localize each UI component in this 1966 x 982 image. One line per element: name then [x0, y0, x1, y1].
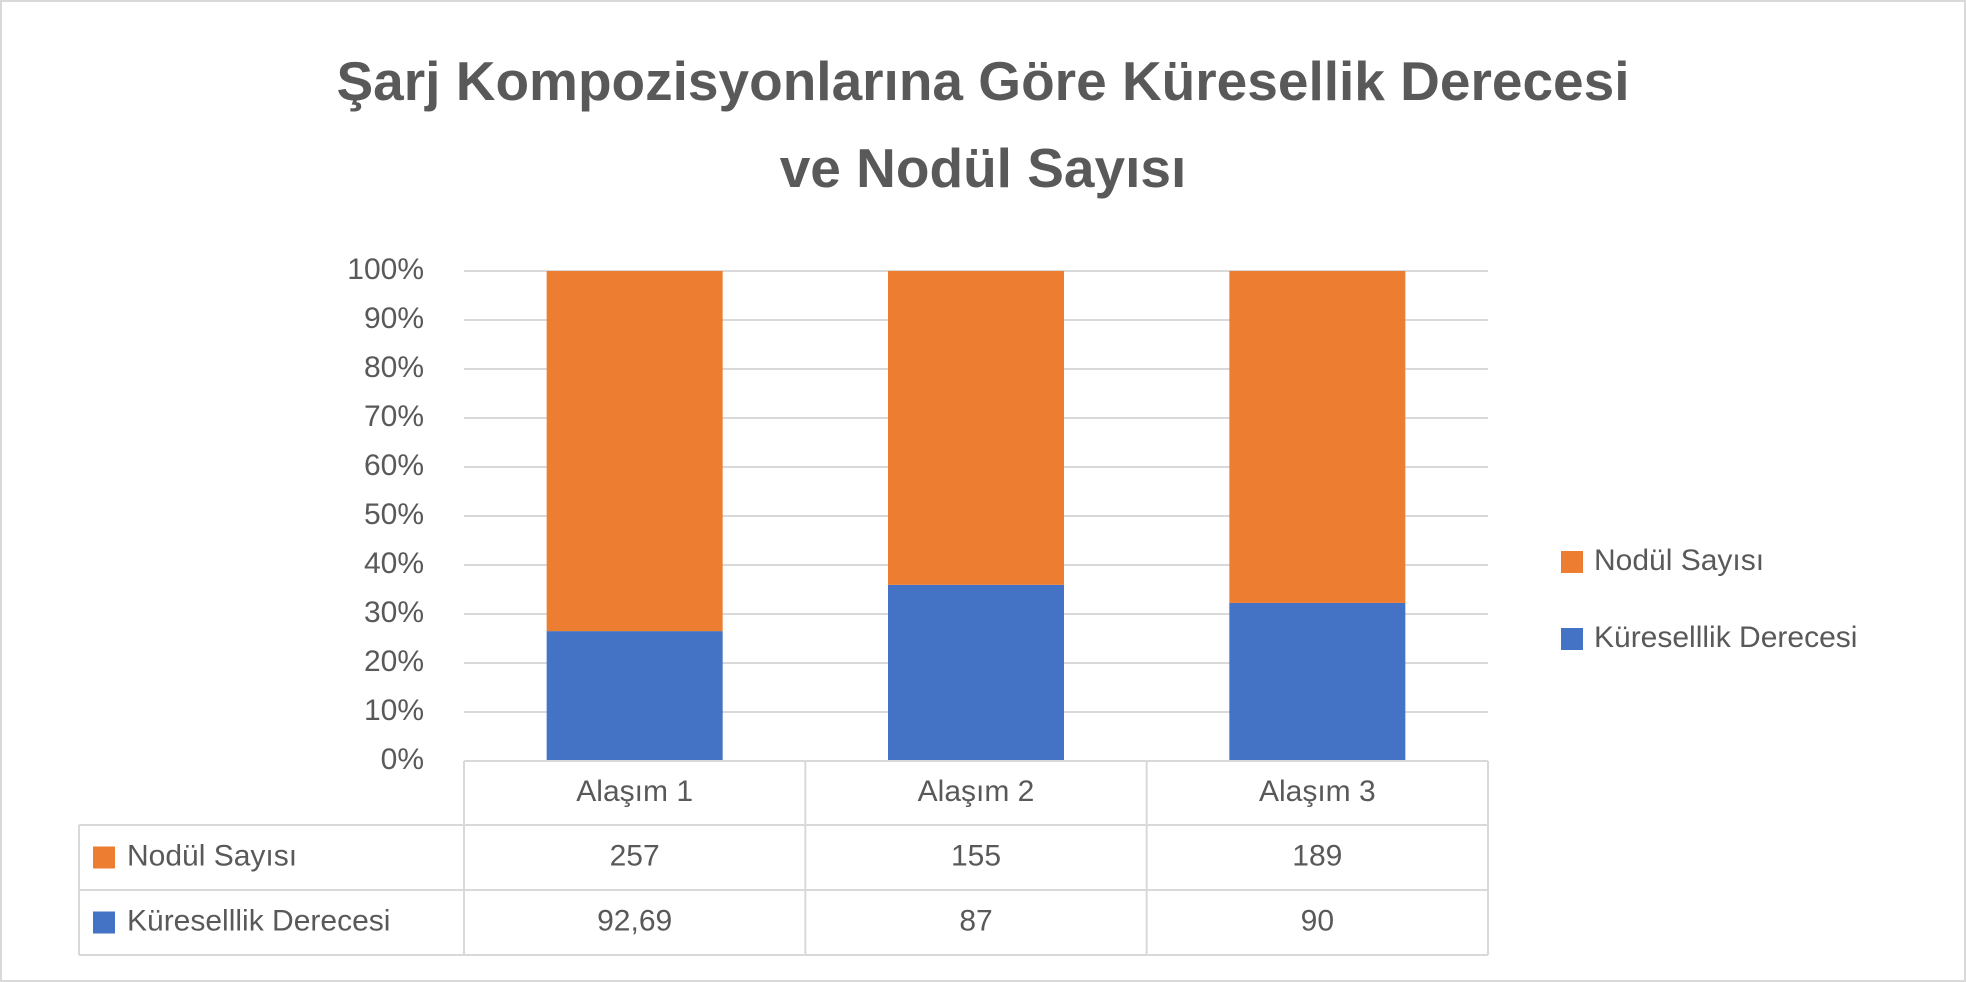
- table-value: 87: [959, 904, 992, 937]
- y-tick-label: 100%: [347, 253, 424, 286]
- x-tick-label: Alaşım 1: [576, 775, 693, 808]
- y-tick-label: 0%: [381, 743, 424, 776]
- x-tick-label: Alaşım 3: [1259, 775, 1376, 808]
- table-legend-key: [93, 911, 115, 934]
- chart-title: Şarj Kompozisyonlarına Göre Küresellik D…: [336, 50, 1629, 199]
- x-tick-label: Alaşım 2: [918, 775, 1035, 808]
- legend-key: [1561, 551, 1583, 573]
- y-tick-label: 80%: [364, 351, 424, 384]
- table-value: 90: [1301, 904, 1334, 937]
- y-tick-label: 90%: [364, 302, 424, 335]
- bar: [1229, 271, 1406, 603]
- y-tick-label: 50%: [364, 498, 424, 531]
- bar: [888, 271, 1064, 585]
- y-tick-label: 70%: [364, 400, 424, 433]
- bar: [1229, 602, 1406, 761]
- table-row-label: Nodül Sayısı: [127, 839, 297, 872]
- table-value: 155: [951, 839, 1001, 872]
- legend-key: [1561, 628, 1583, 650]
- table-value: 189: [1292, 839, 1342, 872]
- y-tick-label: 10%: [364, 694, 424, 727]
- y-tick-label: 20%: [364, 645, 424, 678]
- table-row-label: Küreselllik Derecesi: [127, 904, 390, 937]
- legend-label: Küreselllik Derecesi: [1594, 621, 1857, 654]
- bar: [546, 271, 723, 632]
- y-tick-label: 30%: [364, 596, 424, 629]
- bar: [546, 631, 723, 761]
- bar: [888, 584, 1064, 761]
- y-tick-label: 40%: [364, 547, 424, 580]
- table-value: 257: [610, 839, 660, 872]
- legend-label: Nodül Sayısı: [1594, 544, 1764, 577]
- y-tick-label: 60%: [364, 449, 424, 482]
- table-legend-key: [93, 846, 115, 869]
- table-value: 92,69: [597, 904, 672, 937]
